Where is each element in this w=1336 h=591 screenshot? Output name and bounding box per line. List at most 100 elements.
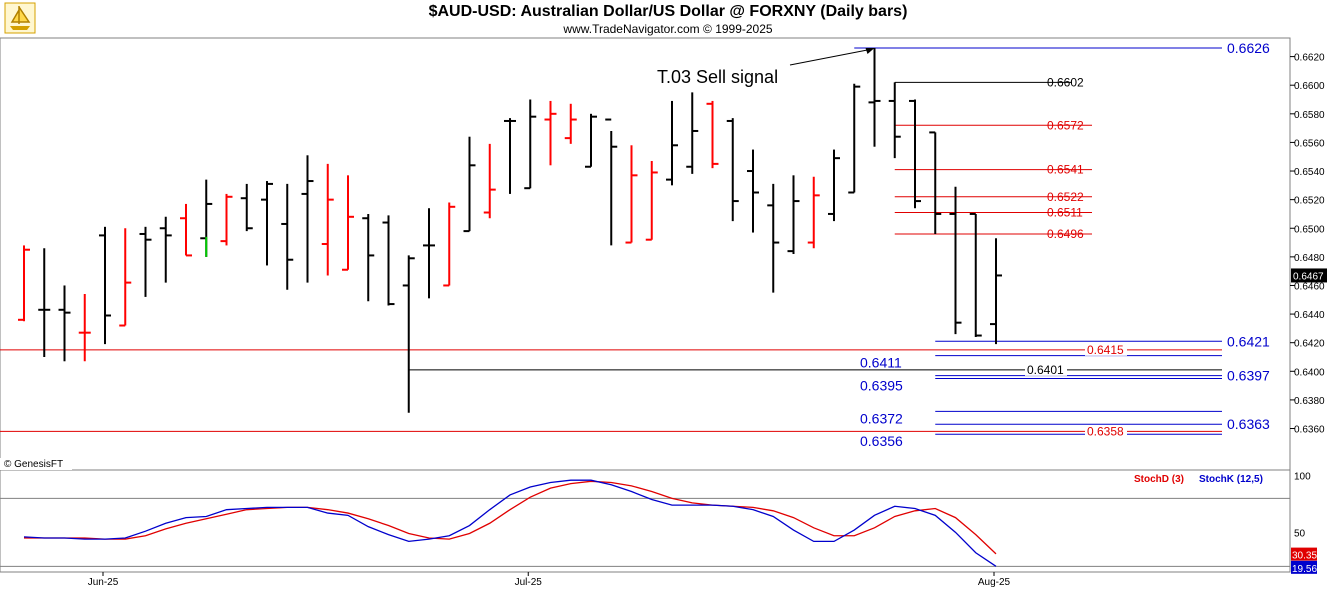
ohlc-bar: [443, 202, 456, 287]
level-lines: [0, 47, 1222, 435]
price-bars: [18, 48, 1002, 413]
level-label: 0.6372: [860, 410, 903, 426]
level-label: 0.6358: [1087, 424, 1124, 438]
ohlc-bar: [564, 103, 577, 144]
level-label: 0.6421: [1227, 333, 1270, 349]
level-label: 0.6401: [1027, 363, 1064, 377]
annotation-arrow: [789, 48, 873, 66]
ohlc-bar: [949, 186, 962, 335]
stoch-k-legend: StochK (12,5): [1199, 474, 1263, 485]
level-label: 0.6395: [860, 377, 903, 393]
level-label: 0.6511: [1047, 206, 1083, 220]
ohlc-bar: [969, 212, 982, 337]
ohlc-bar: [240, 183, 253, 232]
chart-subtitle: www.TradeNavigator.com © 1999-2025: [563, 22, 773, 36]
price-tick-label: 0.6420: [1294, 339, 1325, 350]
ohlc-bar: [261, 181, 273, 266]
ohlc-bar: [524, 99, 537, 190]
price-tick-label: 0.6440: [1294, 310, 1325, 321]
ohlc-bar: [119, 228, 132, 327]
date-tick-label: Jul-25: [515, 577, 543, 588]
stoch-k-line: [23, 479, 997, 567]
copyright-text: © GenesisFT: [4, 459, 63, 470]
price-tick-label: 0.6380: [1294, 396, 1325, 407]
ohlc-bar: [99, 226, 111, 345]
ohlc-bar: [726, 118, 739, 222]
ohlc-bar: [706, 100, 719, 169]
ohlc-bar: [301, 155, 314, 283]
level-label-bg: [1085, 343, 1127, 356]
ohlc-bar: [848, 83, 861, 194]
ohlc-bar: [585, 113, 597, 168]
stoch-d-last-label: 30.35: [1292, 551, 1317, 562]
ohlc-bar: [686, 92, 699, 174]
ohlc-bar: [18, 245, 30, 322]
level-label-bg: [1085, 425, 1127, 438]
price-tick-label: 0.6620: [1294, 53, 1325, 64]
ohlc-bar: [180, 203, 192, 257]
price-tick-label: 0.6460: [1294, 281, 1325, 292]
date-tick-label: Aug-25: [978, 577, 1011, 588]
ohlc-bar: [807, 176, 820, 249]
last-price-box: [1291, 268, 1327, 283]
price-tick-label: 0.6560: [1294, 138, 1325, 149]
ohlc-bar: [342, 175, 354, 271]
chart-frame: © GenesisFT: [0, 37, 1291, 573]
ohlc-bar: [220, 193, 233, 246]
annotation-arrowhead: [865, 48, 875, 55]
level-label: 0.6363: [1227, 416, 1270, 432]
ohlc-bar: [382, 215, 395, 306]
ohlc-bar: [645, 161, 658, 241]
level-label-bg: [1025, 363, 1067, 376]
copyright-bg: [0, 458, 72, 470]
ohlc-bar: [605, 118, 618, 246]
stoch-pane: [0, 469, 1291, 573]
level-label: 0.6541: [1047, 163, 1084, 177]
price-tick-label: 0.6580: [1294, 110, 1325, 121]
ohlc-bar: [321, 163, 334, 276]
stoch-d-last-box: [1291, 547, 1317, 561]
level-labels: 0.6626 0.6602 0.6572 0.6541 0.6522 0.6511 0.64…: [657, 40, 1270, 449]
ohlc-bar: [38, 248, 51, 357]
price-tick-label: 0.6540: [1294, 167, 1325, 178]
level-label: 0.6626: [1227, 40, 1270, 56]
ohlc-bar: [888, 82, 901, 159]
ohlc-bar: [159, 216, 172, 283]
price-pane: [0, 37, 1291, 471]
chart-title: $AUD-USD: Australian Dollar/US Dollar @ …: [428, 3, 908, 20]
ohlc-bar: [362, 213, 375, 302]
level-label: 0.6602: [1047, 75, 1084, 89]
ohlc-bar: [625, 145, 638, 244]
ohlc-bar: [868, 48, 881, 147]
ohlc-bar: [423, 208, 435, 299]
ohlc-bar: [281, 183, 294, 290]
price-tick-label: 0.6360: [1294, 425, 1325, 436]
ohlc-bar: [463, 136, 476, 233]
stoch-tick-label: 100: [1294, 472, 1311, 483]
ohlc-bar: [767, 183, 780, 293]
stoch-d-legend: StochD (3): [1134, 474, 1184, 485]
level-label: 0.6496: [1047, 227, 1084, 241]
ship-logo-icon: [4, 2, 36, 34]
level-label: 0.6415: [1087, 343, 1124, 357]
last-price-label: 0.6467: [1293, 271, 1324, 282]
ohlc-bar: [929, 131, 942, 234]
ohlc-bar: [483, 143, 496, 219]
level-label: 0.6522: [1047, 190, 1084, 204]
price-tick-label: 0.6600: [1294, 81, 1325, 92]
ohlc-bar: [402, 255, 415, 413]
ohlc-bar: [78, 294, 91, 362]
stoch-k-last-label: 19.56: [1292, 564, 1317, 575]
ohlc-bar: [666, 100, 678, 186]
stochastic-panel: 100 50 StochD (3) StochK (12,5) 30.35 19.56: [0, 472, 1317, 575]
ohlc-bar: [828, 149, 840, 222]
chart-header: $AUD-USD: Australian Dollar/US Dollar @ …: [0, 0, 1336, 38]
ohlc-bar: [909, 99, 921, 209]
price-tick-label: 0.6400: [1294, 367, 1325, 378]
stoch-tick-label: 50: [1294, 528, 1306, 539]
date-axis: Jun-25 Jul-25 Aug-25: [88, 572, 1011, 588]
ohlc-bar: [787, 175, 800, 254]
stoch-d-line: [24, 480, 997, 555]
ohlc-bar: [990, 238, 1002, 345]
